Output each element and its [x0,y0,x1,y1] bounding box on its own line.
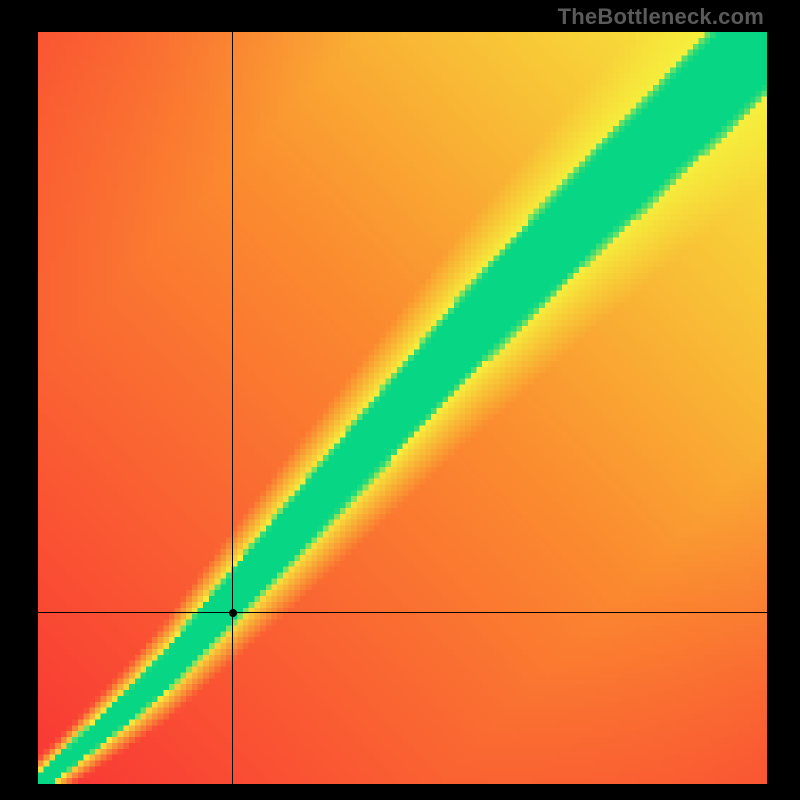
crosshair-point [229,609,237,617]
crosshair-horizontal [38,612,767,613]
heatmap-canvas [38,32,767,784]
chart-container: TheBottleneck.com [0,0,800,800]
watermark-text: TheBottleneck.com [558,4,764,30]
crosshair-vertical [232,32,233,784]
